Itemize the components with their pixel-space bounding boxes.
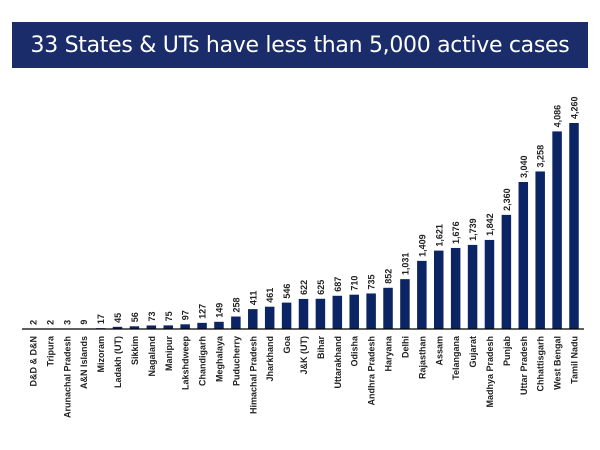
data-label: 9 [79, 320, 89, 325]
bar [535, 171, 545, 329]
data-label: 710 [350, 276, 360, 291]
data-label: 3,258 [536, 145, 546, 168]
data-label: 17 [96, 314, 106, 324]
category-label: Punjab [502, 336, 512, 367]
bar [501, 214, 512, 329]
bar [383, 287, 393, 329]
category-label: Delhi [400, 336, 410, 358]
data-label: 4,086 [553, 105, 563, 128]
category-label: Chandigarh [198, 336, 208, 386]
data-label: 735 [367, 274, 377, 289]
data-label: 1,676 [451, 221, 461, 244]
bar [569, 123, 579, 329]
category-label: Madhya Pradesh [485, 336, 495, 408]
bar [112, 326, 123, 329]
bar [315, 298, 326, 329]
bar [450, 247, 461, 329]
category-label: Bihar [316, 336, 326, 360]
category-label: Uttarakhand [333, 336, 343, 389]
bar [197, 322, 207, 329]
data-label: 73 [147, 311, 157, 321]
bar [214, 321, 224, 329]
data-label: 3,040 [519, 155, 529, 178]
data-label: 97 [181, 310, 191, 320]
data-label: 625 [316, 280, 326, 295]
category-label: Sikkim [130, 336, 140, 365]
category-label: Jharkhand [265, 336, 275, 382]
category-label: J&K (UT) [299, 336, 309, 375]
bar [231, 316, 241, 329]
data-label: 1,031 [400, 253, 410, 276]
data-label: 45 [113, 313, 123, 323]
category-label: Uttar Pradesh [519, 336, 529, 395]
data-label: 1,621 [434, 224, 444, 247]
category-label: Meghalaya [214, 335, 224, 382]
data-label: 546 [282, 284, 292, 299]
category-label: D&D & D&N [29, 336, 39, 387]
bar [349, 294, 359, 329]
data-label: 2 [45, 320, 55, 325]
bar [467, 244, 478, 329]
bar [180, 324, 190, 329]
category-label: Assam [434, 336, 444, 366]
category-label: Goa [282, 335, 292, 353]
category-label: Manipur [164, 336, 174, 371]
category-label: Gujarat [468, 336, 478, 368]
category-label: Rajasthan [417, 336, 427, 379]
data-label: 461 [265, 288, 275, 303]
category-label: Ladakh (UT) [113, 336, 123, 388]
data-label: 687 [333, 277, 343, 292]
category-label: Lakshdweep [181, 336, 191, 391]
chart-title: 33 States & UTs have less than 5,000 act… [30, 32, 570, 58]
bar [264, 306, 275, 329]
bar [484, 239, 495, 329]
category-label: Odisha [350, 335, 360, 367]
data-label: 1,409 [417, 234, 427, 257]
category-label: Himachal Pradesh [248, 336, 258, 414]
bar [434, 250, 444, 329]
bar [552, 131, 562, 329]
data-label: 622 [299, 280, 309, 295]
category-label: Haryana [384, 335, 394, 372]
data-label: 1,739 [468, 218, 478, 241]
category-label: Telangana [451, 335, 461, 380]
category-label: Puducherry [231, 336, 241, 386]
bar [400, 279, 410, 329]
data-label: 258 [231, 297, 241, 312]
data-label: 127 [198, 304, 208, 319]
data-label: 411 [248, 291, 258, 306]
bar [129, 326, 140, 329]
data-label: 1,842 [485, 213, 495, 236]
bar [146, 325, 157, 329]
bar [366, 293, 376, 329]
bar [518, 181, 529, 329]
category-label: A&N Islands [79, 336, 89, 389]
bar [281, 302, 292, 329]
data-label: 149 [214, 303, 224, 318]
category-label: West Bengal [553, 336, 563, 390]
data-label: 852 [384, 269, 394, 284]
data-label: 2 [29, 320, 39, 325]
data-label: 56 [130, 312, 140, 322]
category-label: Tamil Nadu [570, 336, 580, 384]
bar [163, 325, 173, 329]
title-banner: 33 States & UTs have less than 5,000 act… [12, 22, 588, 68]
data-label: 75 [164, 311, 174, 321]
category-label: Andhra Pradesh [367, 336, 377, 406]
category-label: Nagaland [147, 336, 157, 377]
bar [332, 295, 343, 329]
data-label: 4,260 [570, 96, 580, 119]
data-label: 3 [62, 320, 72, 325]
category-label: Arunachal Pradesh [62, 336, 72, 418]
bar [248, 309, 258, 329]
data-label: 2,360 [502, 188, 512, 211]
category-label: Mizoram [96, 336, 106, 373]
category-label: Chhattisgarh [536, 336, 546, 392]
bar [298, 298, 309, 329]
category-label: Tripura [45, 335, 55, 367]
bar [417, 260, 427, 329]
